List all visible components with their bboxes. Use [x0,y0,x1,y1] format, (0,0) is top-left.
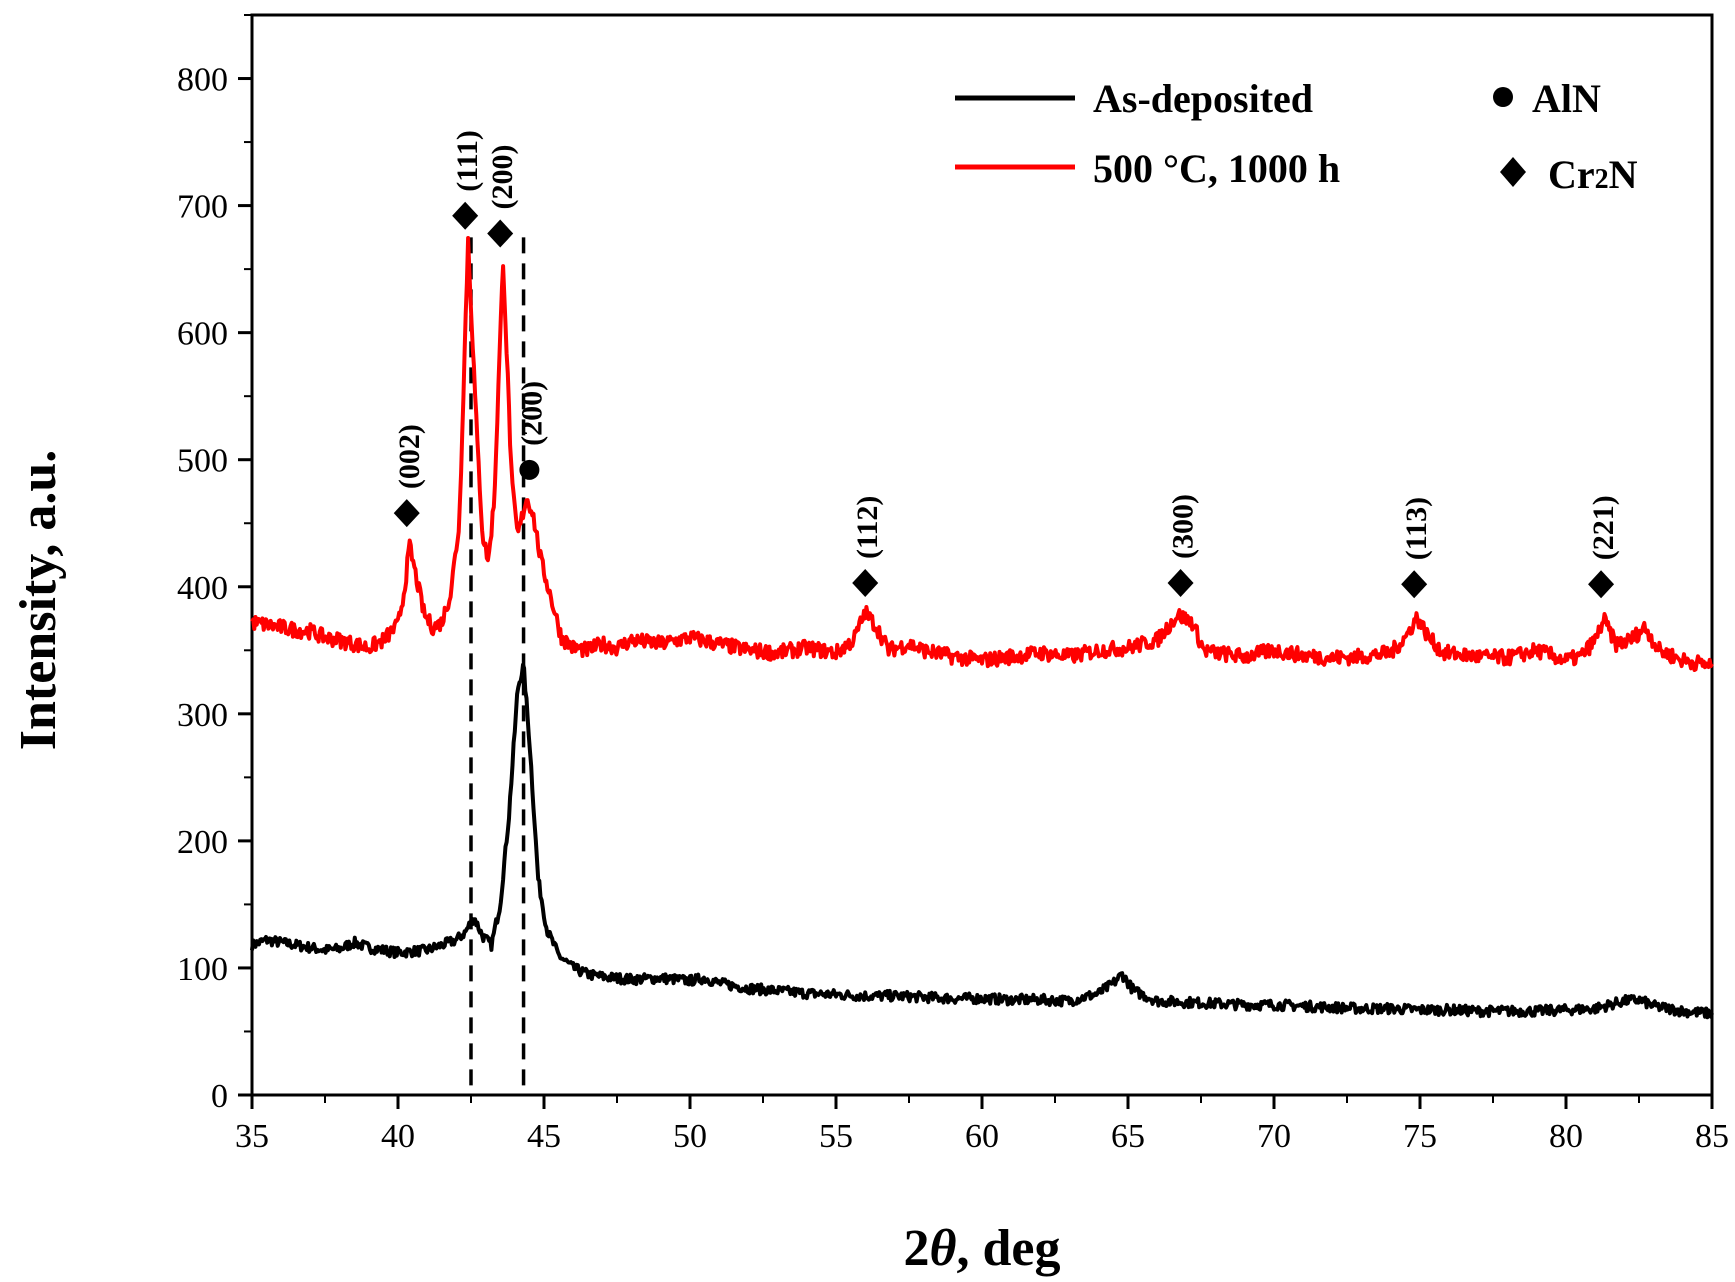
peak-label: (111) [451,130,484,192]
x-tick-label: 75 [1403,1118,1437,1155]
y-tick-label: 600 [177,316,228,353]
x-axis-title: 2θ, deg [904,1220,1061,1277]
legend-label-as-deposited: As-deposited [1093,76,1313,121]
axis-ticks: 35 40 45 50 55 60 65 70 75 80 85 0 100 200 300 400 500 60… [177,14,1729,1155]
cr2n-peak-marker [393,499,420,528]
peak-label: (200) [486,145,519,210]
peak-label: (113) [1400,497,1433,560]
aln-peak-marker [519,459,540,480]
series-line-as-deposited [250,662,1714,1020]
peak-label: (300) [1167,494,1200,559]
cr2n-peak-marker [852,568,879,597]
y-tick-label: 300 [177,697,228,734]
x-tick-label: 70 [1257,1118,1291,1155]
y-tick-label: 200 [177,824,228,861]
peak-label: (112) [851,496,884,559]
y-tick-label: 800 [177,62,228,99]
cr2n-peak-marker [1401,570,1428,599]
legend-label-aln: AlN [1532,76,1601,121]
x-tick-label: 55 [819,1118,853,1155]
x-tick-label: 40 [381,1118,415,1155]
series-line-annealed [250,236,1714,672]
legend-diamond-marker [1500,157,1526,187]
x-tick-label: 50 [673,1118,707,1155]
y-tick-label: 400 [177,570,228,607]
cr2n-peak-marker [452,201,479,230]
legend-label-annealed: 500 °C, 1000 h [1093,146,1340,191]
x-tick-label: 35 [235,1118,269,1155]
x-tick-label: 65 [1111,1118,1145,1155]
x-tick-label: 80 [1549,1118,1583,1155]
peak-label: (002) [393,424,426,489]
cr2n-peak-marker [1167,568,1194,597]
y-tick-label: 500 [177,443,228,480]
y-axis-title: Intensity, a.u. [10,450,67,751]
x-tick-label: 60 [965,1118,999,1155]
peak-label: (200) [515,381,548,446]
legend-circle-marker [1493,87,1513,107]
legend-label-cr2n: Cr2N [1548,152,1638,197]
peak-label: (221) [1587,495,1620,560]
y-tick-label: 0 [211,1078,228,1115]
peak-annotations: (002)(111) (200)(200)(112) (300) (113) (221) [393,130,1620,599]
cr2n-peak-marker [1588,570,1615,599]
cr2n-peak-marker [487,219,514,248]
y-tick-label: 700 [177,189,228,226]
series-group [250,236,1714,1020]
y-tick-label: 100 [177,951,228,988]
legend: As-deposited 500 °C, 1000 h AlN Cr2N [955,76,1638,197]
x-tick-label: 85 [1695,1118,1729,1155]
x-tick-label: 45 [527,1118,561,1155]
